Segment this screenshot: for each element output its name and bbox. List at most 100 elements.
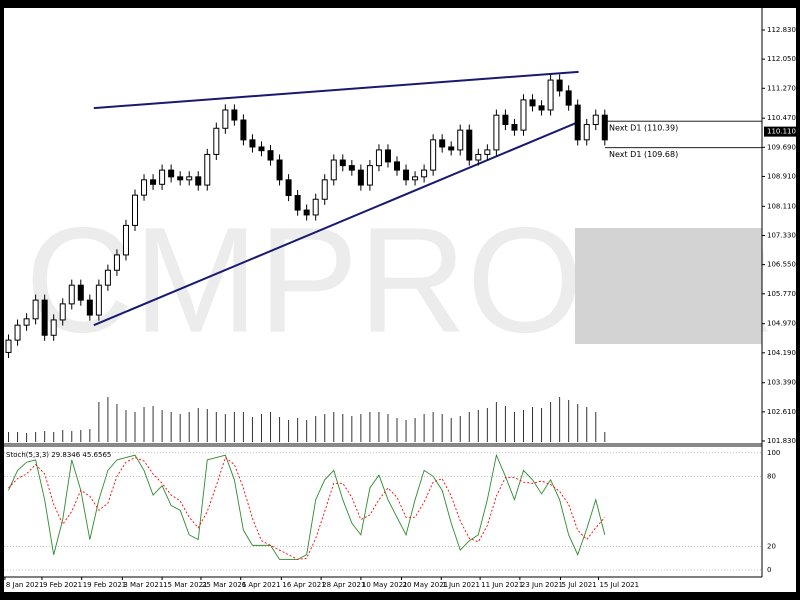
level-label: Next D1 (110.39) [609,124,678,133]
candle-body [68,284,75,305]
x-tick-label: 28 Apr 2021 [322,581,365,589]
trendline [93,70,579,110]
x-tick-label: 1 Jun 2021 [442,581,480,589]
candle-body [32,299,39,320]
candle-body [285,179,292,197]
candle-body [529,99,536,107]
candle-body [511,124,518,131]
candle-body [104,269,111,286]
indicator-line [8,456,606,560]
candle-body [403,169,410,181]
candle-body [276,159,283,181]
y-tick-label: 112.050 [767,55,796,63]
candle-body [186,176,193,181]
candle-body [59,303,66,321]
indicator-line [8,453,606,560]
y-tick-label: 112.830 [767,26,796,34]
x-tick-label: 11 Jun 2021 [481,581,523,589]
candle-body [195,176,202,186]
x-tick-label: 15 Jul 2021 [599,581,639,589]
candle-body [5,339,12,353]
candle-body [412,176,419,181]
y-tick-label: 101.830 [767,437,796,445]
candle-body [556,79,563,92]
candle-body [303,209,310,216]
candle-body [583,124,590,141]
indicator-tick-label: 80 [767,472,776,480]
candle-body [249,139,256,148]
y-tick-label: 104.190 [767,349,796,357]
x-tick-label: 9 Feb 2021 [43,581,82,589]
candle-body [330,159,337,181]
candle-body [339,159,346,167]
candle-body [258,146,265,152]
candle-body [23,318,30,326]
candle-body [439,139,446,148]
y-tick-label: 109.690 [767,143,796,151]
candle-body [159,169,166,185]
indicator-tick-label: 0 [767,566,771,574]
candle-body [366,165,373,186]
indicator-tick-label: 20 [767,543,776,551]
candle-body [394,161,401,171]
x-tick-label: 19 Feb 2021 [83,581,127,589]
candle-body [222,109,229,129]
candle-body [547,79,554,111]
x-tick-label: 8 Jan 2021 [6,581,44,589]
level-label: Next D1 (109.68) [609,150,678,159]
candle-body [132,194,139,226]
candle-body [430,139,437,171]
candle-body [77,284,84,301]
candle-body [95,284,102,316]
candle-body [267,150,274,161]
candle-body [357,169,364,186]
x-tick-label: 20 May 2021 [403,581,449,589]
candle-body [86,299,93,316]
current-price-box [764,126,798,137]
indicator-tick-label: 100 [767,449,780,457]
trendline [93,120,579,327]
candle-body [122,224,129,256]
candle-body [421,169,428,178]
candle-body [150,179,157,185]
y-tick-label: 110.470 [767,114,796,122]
candle-body [240,119,247,141]
y-tick-label: 103.390 [767,379,796,387]
candle-body [213,127,220,155]
candle-body [321,179,328,200]
y-tick-label: 108.110 [767,202,796,210]
candle-body [565,90,572,106]
candle-body [231,109,238,121]
candle-body [384,149,391,163]
x-tick-label: 23 Jun 2021 [521,581,563,589]
x-tick-label: 16 Apr 2021 [282,581,325,589]
x-tick-label: 10 May 2021 [362,581,408,589]
candle-body [41,299,48,336]
candle-body [457,129,464,151]
y-tick-label: 105.770 [767,290,796,298]
candle-body [204,153,211,186]
candle-body [466,129,473,161]
y-tick-label: 108.910 [767,172,796,180]
candle-body [592,114,599,126]
candle-body [168,169,175,178]
x-tick-label: 6 Apr 2021 [242,581,281,589]
candle-body [502,114,509,126]
y-tick-label: 102.610 [767,408,796,416]
x-tick-label: 15 Mar 2021 [163,581,207,589]
candle-body [574,104,581,141]
candle-body [484,149,491,155]
candle-body [294,195,301,211]
current-price-label: 110.110 [767,128,796,136]
y-tick-label: 111.270 [767,84,796,92]
candle-body [348,165,355,171]
candle-body [475,153,482,161]
price-zone [575,228,762,344]
x-tick-label: 25 Mar 2021 [202,581,246,589]
candle-body [493,114,500,151]
indicator-title: Stoch(5,3,3) 29.8346 45.6565 [6,451,111,459]
candle-body [113,254,120,271]
candle-body [448,146,455,151]
candle-body [601,114,608,141]
